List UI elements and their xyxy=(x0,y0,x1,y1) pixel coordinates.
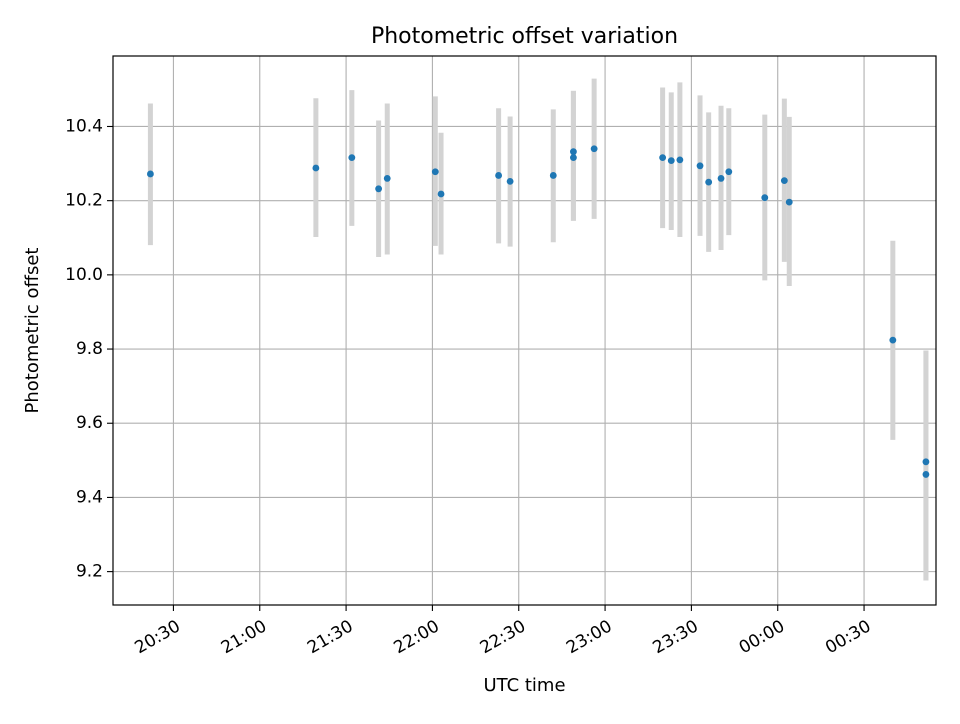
y-tick-label: 10.0 xyxy=(65,265,103,285)
data-point xyxy=(383,175,391,182)
data-point xyxy=(495,172,503,179)
data-point xyxy=(659,154,667,162)
y-tick-label: 10.4 xyxy=(65,116,103,136)
data-point xyxy=(761,194,769,202)
data-point xyxy=(780,177,788,185)
x-axis-label: UTC time xyxy=(483,675,565,696)
data-point xyxy=(312,164,320,172)
y-tick-label: 10.2 xyxy=(65,191,103,211)
data-point xyxy=(549,172,557,179)
plot-area-frame xyxy=(112,55,937,606)
data-point xyxy=(570,154,577,162)
data-point xyxy=(590,145,598,153)
data-point xyxy=(676,156,684,164)
data-point xyxy=(922,458,930,466)
data-point xyxy=(725,168,733,176)
grid xyxy=(113,56,936,605)
y-tick-label: 9.4 xyxy=(76,487,103,507)
data-point xyxy=(570,148,577,156)
chart-title: Photometric offset variation xyxy=(371,24,678,49)
data-point xyxy=(889,336,897,344)
y-axis-label: Photometric offset xyxy=(22,248,43,414)
data-point xyxy=(785,198,793,206)
data-point xyxy=(717,175,725,182)
data-point xyxy=(375,185,383,193)
data-point xyxy=(437,190,445,198)
y-tick-label: 9.2 xyxy=(76,562,103,582)
data-point xyxy=(348,154,356,162)
data-point xyxy=(667,157,675,165)
data-point xyxy=(705,178,713,186)
data-point xyxy=(506,177,514,185)
data-point xyxy=(696,162,704,170)
y-tick-label: 9.6 xyxy=(76,413,103,433)
y-axis-ticks: 9.2 9.4 9.6 9.8 10.0 10.2 10.4 xyxy=(65,116,113,582)
data-points xyxy=(147,145,930,478)
data-point xyxy=(922,471,930,478)
data-point xyxy=(147,170,154,178)
data-point xyxy=(431,168,439,176)
y-tick-label: 9.8 xyxy=(76,339,103,359)
